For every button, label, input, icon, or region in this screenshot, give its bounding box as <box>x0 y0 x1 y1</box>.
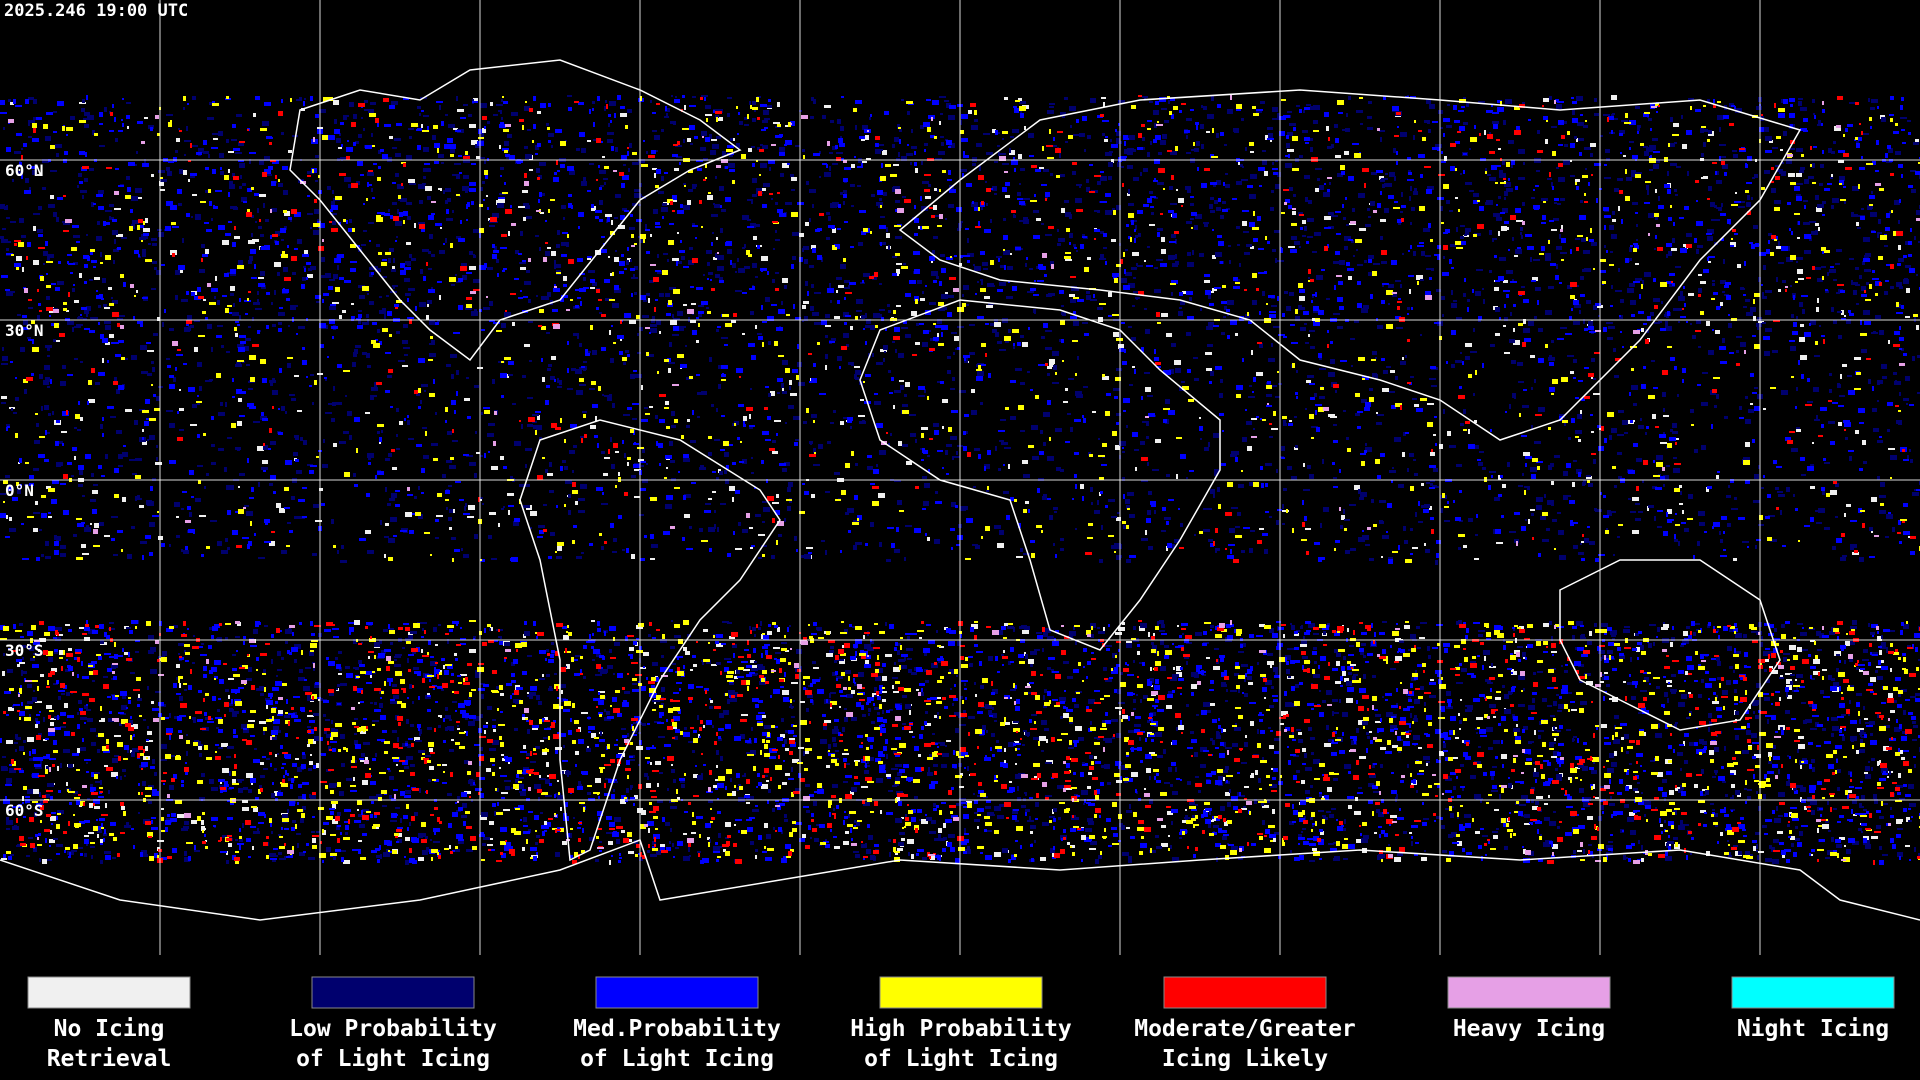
legend-swatch <box>27 976 191 1009</box>
latitude-label: 30°S <box>5 641 44 660</box>
legend-label: No Icing <box>54 1016 165 1042</box>
latitude-label: 0°N <box>5 481 34 500</box>
legend-swatch <box>1731 976 1895 1009</box>
legend: No Icing Retrieval Low Probability of Light… <box>27 976 1895 1072</box>
legend-label: of Light Icing <box>864 1046 1058 1072</box>
legend-label: High Probability <box>850 1016 1072 1042</box>
legend-label: Heavy Icing <box>1453 1016 1605 1042</box>
labels: 2025.246 19:00 UTC 60°N 30°N 0°N 30°S 60°S <box>4 1 188 820</box>
legend-label: Icing Likely <box>1162 1046 1328 1072</box>
coastline <box>859 299 1221 651</box>
legend-label: Moderate/Greater <box>1134 1016 1356 1042</box>
legend-swatch <box>1447 976 1611 1009</box>
legend-swatch <box>1163 976 1327 1009</box>
latitude-label: 60°S <box>5 801 44 820</box>
legend-label: Retrieval <box>47 1046 172 1072</box>
latitude-label: 30°N <box>5 321 44 340</box>
legend-label: Med.Probability <box>573 1016 781 1042</box>
coastline <box>289 59 742 362</box>
legend-swatch <box>595 976 759 1009</box>
legend-label: Night Icing <box>1737 1016 1889 1042</box>
coastline <box>1559 559 1781 731</box>
coastline <box>0 839 1920 921</box>
legend-label: of Light Icing <box>580 1046 774 1072</box>
legend-swatch <box>879 976 1043 1009</box>
latitude-label: 60°N <box>5 161 44 180</box>
graticule <box>0 0 1920 955</box>
legend-label: Low Probability <box>289 1016 497 1042</box>
legend-swatch <box>311 976 475 1009</box>
coastline <box>898 89 1802 441</box>
timestamp: 2025.246 19:00 UTC <box>4 1 188 21</box>
legend-label: of Light Icing <box>296 1046 490 1072</box>
